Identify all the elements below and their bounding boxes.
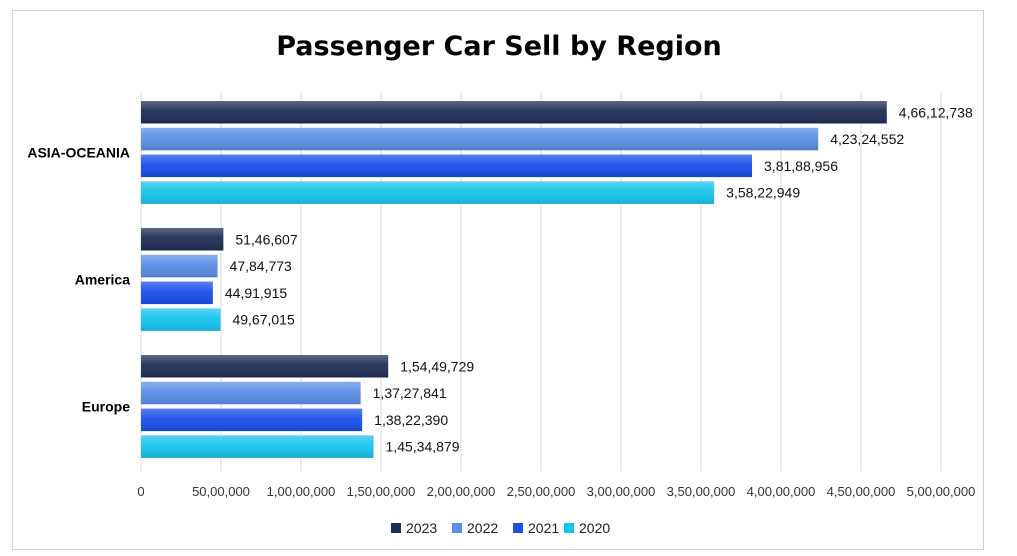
bar-shine	[141, 228, 224, 251]
x-tick-label: 1,00,00,000	[267, 484, 336, 499]
chart-title: Passenger Car Sell by Region	[276, 31, 722, 62]
bar-shine	[141, 127, 819, 151]
legend-swatch-2021	[513, 523, 523, 533]
x-tick-label: 3,00,00,000	[587, 484, 656, 499]
category-label: ASIA-OCEANIA	[27, 144, 130, 160]
x-axis-tick-labels: 0 50,00,000 1,00,00,000 1,50,00,000 2,00,00,…	[137, 484, 975, 499]
data-label: 1,38,22,390	[374, 412, 448, 428]
bar-chart: Passenger Car Sell by Region 4,66,12,738…	[27, 31, 975, 536]
legend-label: 2021	[528, 520, 559, 536]
data-label: 3,58,22,949	[726, 185, 800, 201]
bar-shine	[141, 181, 715, 204]
data-label: 4,23,24,552	[830, 131, 904, 147]
bar-shine	[141, 281, 213, 305]
x-tick-label: 1,50,00,000	[347, 484, 416, 499]
x-tick-label: 2,50,00,000	[507, 484, 576, 499]
data-labels: 4,66,12,738 4,23,24,552 3,81,88,956 3,58,22…	[225, 104, 973, 454]
legend-swatch-2020	[564, 523, 574, 533]
category-label: America	[75, 271, 130, 287]
bar-shine	[141, 355, 389, 378]
category-labels: ASIA-OCEANIA America Europe	[27, 144, 130, 414]
x-tick-label: 5,00,00,000	[907, 484, 976, 499]
x-tick-label: 4,50,00,000	[827, 484, 896, 499]
x-tick-label: 0	[137, 484, 144, 499]
gridlines	[140, 91, 942, 471]
bar-shine	[141, 254, 218, 278]
data-label: 49,67,015	[232, 312, 294, 328]
x-tick-label: 50,00,000	[192, 484, 250, 499]
legend-label: 2020	[579, 520, 610, 536]
data-label: 4,66,12,738	[899, 104, 973, 120]
legend-swatch-2022	[452, 523, 462, 533]
bar-shine	[141, 154, 753, 178]
bars	[141, 101, 887, 458]
category-label: Europe	[82, 398, 130, 414]
legend: 2023 2022 2021 2020	[391, 520, 610, 536]
legend-swatch-2023	[391, 523, 401, 533]
data-label: 44,91,915	[225, 285, 287, 301]
legend-label: 2022	[467, 520, 498, 536]
data-label: 1,45,34,879	[386, 439, 460, 455]
x-tick-label: 2,00,00,000	[427, 484, 496, 499]
x-tick-label: 3,50,00,000	[667, 484, 736, 499]
bar-shine	[141, 381, 361, 405]
data-label: 1,37,27,841	[373, 385, 447, 401]
data-label: 3,81,88,956	[764, 158, 838, 174]
data-label: 47,84,773	[230, 258, 292, 274]
bar-shine	[141, 408, 363, 432]
legend-label: 2023	[406, 520, 437, 536]
data-label: 51,46,607	[235, 231, 297, 247]
bar-shine	[141, 308, 221, 331]
data-label: 1,54,49,729	[400, 358, 474, 374]
chart-frame: Passenger Car Sell by Region 4,66,12,738…	[12, 10, 984, 550]
bar-shine	[141, 435, 374, 458]
bar-shine	[141, 101, 887, 124]
x-tick-label: 4,00,00,000	[747, 484, 816, 499]
